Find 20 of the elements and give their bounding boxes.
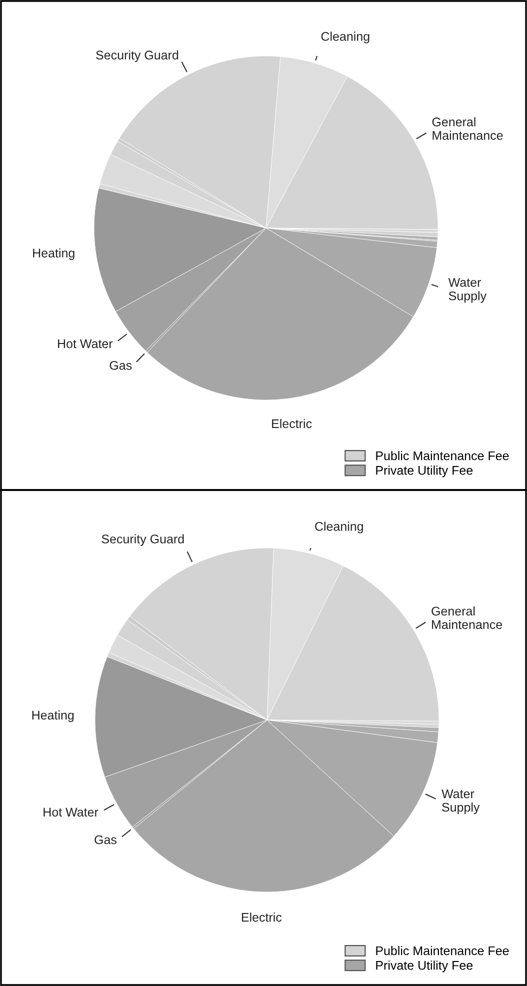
slice-label: Gas	[94, 835, 116, 844]
slice-label: Cleaning	[315, 522, 363, 534]
text: Public Maintenance Fee	[376, 451, 509, 460]
slice-label: Water Supply	[442, 789, 480, 814]
text: Public Maintenance Fee	[376, 946, 509, 956]
slice-label: Heating	[33, 248, 74, 260]
slice-label: Cleaning	[321, 32, 370, 44]
text: Private Utility Fee	[376, 466, 473, 478]
slice-label: General Maintenance	[432, 117, 503, 140]
slice-label: Electric	[272, 418, 312, 428]
slice-label: Hot Water	[44, 808, 98, 817]
slice-label: Gas	[110, 360, 132, 370]
slice-label: Water Supply	[448, 278, 487, 303]
slice-label: Electric	[242, 912, 282, 922]
text: Private Utility Fee	[376, 960, 473, 972]
slice-label: Hot Water	[58, 339, 113, 348]
slice-label: Security Guard	[96, 50, 178, 62]
slice-label: Heating	[32, 710, 74, 722]
slice-label: General Maintenance	[432, 606, 502, 630]
slice-label: Security Guard	[102, 534, 184, 546]
